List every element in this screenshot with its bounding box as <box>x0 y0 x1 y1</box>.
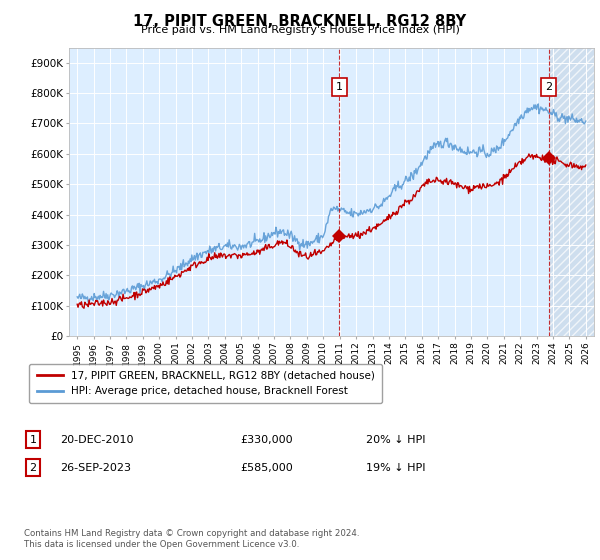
Text: 17, PIPIT GREEN, BRACKNELL, RG12 8BY: 17, PIPIT GREEN, BRACKNELL, RG12 8BY <box>133 14 467 29</box>
Text: 1: 1 <box>336 82 343 92</box>
Text: 1: 1 <box>29 435 37 445</box>
Text: 26-SEP-2023: 26-SEP-2023 <box>60 463 131 473</box>
Text: 20% ↓ HPI: 20% ↓ HPI <box>366 435 425 445</box>
Text: 2: 2 <box>545 82 552 92</box>
Bar <box>548 48 594 336</box>
Text: 19% ↓ HPI: 19% ↓ HPI <box>366 463 425 473</box>
Legend: 17, PIPIT GREEN, BRACKNELL, RG12 8BY (detached house), HPI: Average price, detac: 17, PIPIT GREEN, BRACKNELL, RG12 8BY (de… <box>29 363 382 404</box>
Text: Price paid vs. HM Land Registry's House Price Index (HPI): Price paid vs. HM Land Registry's House … <box>140 25 460 35</box>
Text: £585,000: £585,000 <box>240 463 293 473</box>
Text: £330,000: £330,000 <box>240 435 293 445</box>
Text: Contains HM Land Registry data © Crown copyright and database right 2024.
This d: Contains HM Land Registry data © Crown c… <box>24 529 359 549</box>
Text: 20-DEC-2010: 20-DEC-2010 <box>60 435 133 445</box>
Bar <box>339 48 548 336</box>
Text: 2: 2 <box>29 463 37 473</box>
